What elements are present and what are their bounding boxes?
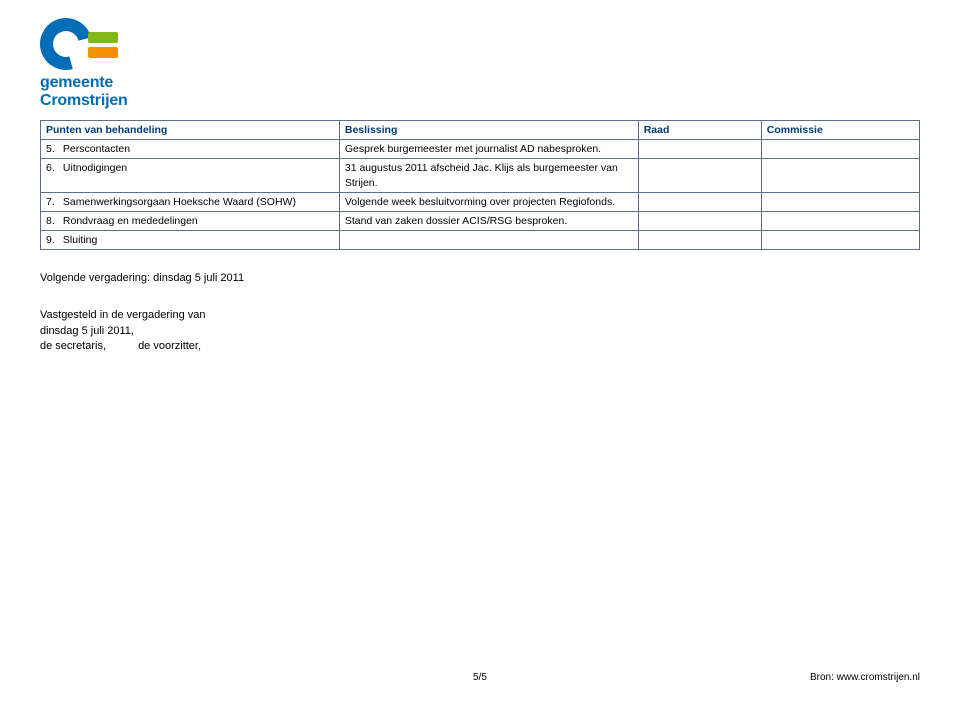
signoff-block: Vastgesteld in de vergadering van dinsda… [40, 308, 920, 354]
next-meeting: Volgende vergadering: dinsdag 5 juli 201… [40, 272, 920, 284]
col-beslissing: Beslissing [339, 121, 638, 140]
row-num: 7. [46, 195, 60, 209]
signoff-line1: Vastgesteld in de vergadering van [40, 308, 920, 323]
row-raad [638, 231, 761, 250]
row-bs [339, 231, 638, 250]
row-pt: Samenwerkingsorgaan Hoeksche Waard (SOHW… [63, 196, 296, 208]
logo-text: gemeente Cromstrijen [40, 74, 128, 109]
row-bs: Stand van zaken dossier ACIS/RSG besprok… [339, 211, 638, 230]
row-pt: Sluiting [63, 234, 97, 246]
table-row: 5. Perscontacten Gesprek burgemeester me… [41, 140, 920, 159]
row-comm [761, 192, 919, 211]
table-row: 9. Sluiting [41, 231, 920, 250]
decisions-table: Punten van behandeling Beslissing Raad C… [40, 120, 920, 250]
logo: gemeente Cromstrijen [40, 18, 128, 109]
row-comm [761, 211, 919, 230]
row-num: 9. [46, 233, 60, 247]
logo-mark [40, 18, 118, 70]
row-bs: Volgende week besluitvorming over projec… [339, 192, 638, 211]
source-label: Bron: www.cromstrijen.nl [810, 672, 920, 683]
row-raad [638, 140, 761, 159]
page-number: 5/5 [473, 672, 487, 683]
main-content: Punten van behandeling Beslissing Raad C… [40, 120, 920, 354]
table-row: 6. Uitnodigingen 31 augustus 2011 afsche… [41, 159, 920, 192]
row-pt: Uitnodigingen [63, 162, 127, 174]
row-pt: Perscontacten [63, 143, 130, 155]
table-row: 7. Samenwerkingsorgaan Hoeksche Waard (S… [41, 192, 920, 211]
row-bs: Gesprek burgemeester met journalist AD n… [339, 140, 638, 159]
row-raad [638, 192, 761, 211]
logo-line1: gemeente [40, 74, 128, 92]
row-comm [761, 231, 919, 250]
row-num: 5. [46, 142, 60, 156]
row-comm [761, 159, 919, 192]
row-num: 8. [46, 214, 60, 228]
col-raad: Raad [638, 121, 761, 140]
row-num: 6. [46, 161, 60, 175]
col-commissie: Commissie [761, 121, 919, 140]
signoff-line2: dinsdag 5 juli 2011, [40, 324, 920, 339]
row-raad [638, 159, 761, 192]
chair-label: de voorzitter, [138, 340, 201, 352]
table-row: 8. Rondvraag en mededelingen Stand van z… [41, 211, 920, 230]
col-punten: Punten van behandeling [41, 121, 340, 140]
row-pt: Rondvraag en mededelingen [63, 215, 198, 227]
row-comm [761, 140, 919, 159]
page-footer: 5/5 Bron: www.cromstrijen.nl [40, 672, 920, 683]
row-raad [638, 211, 761, 230]
row-bs: 31 augustus 2011 afscheid Jac. Klijs als… [339, 159, 638, 192]
logo-line2: Cromstrijen [40, 92, 128, 110]
table-header-row: Punten van behandeling Beslissing Raad C… [41, 121, 920, 140]
secretary-label: de secretaris, [40, 339, 135, 354]
